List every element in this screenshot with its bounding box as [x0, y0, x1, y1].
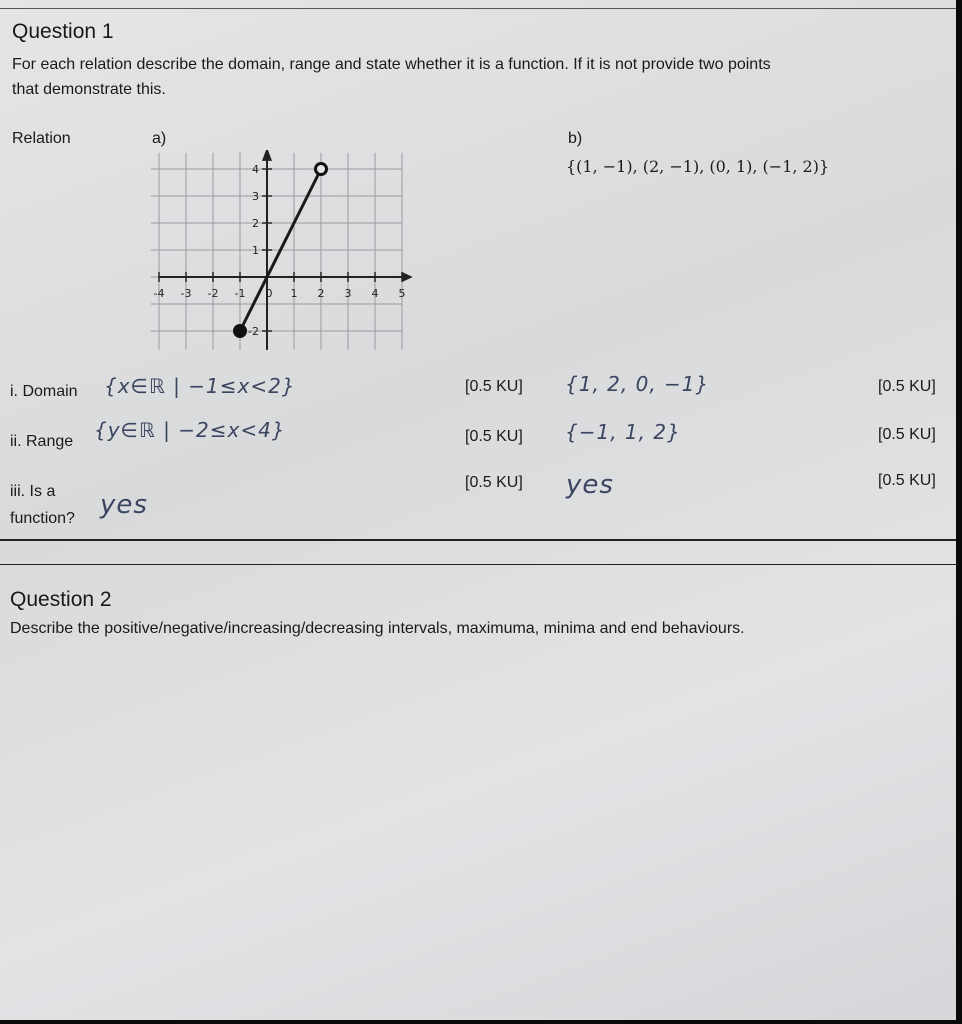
y-tick-label: 1 — [252, 244, 259, 257]
range-label: ii. Range — [10, 433, 74, 450]
relation-segment — [238, 168, 323, 332]
range-marks-b: [0.5 KU] — [878, 426, 936, 443]
y-tick-label: 4 — [252, 163, 259, 176]
function-label-line1: iii. Is a — [10, 483, 56, 500]
x-tick-label: 0 — [266, 287, 273, 300]
relation-label: Relation — [12, 130, 71, 147]
domain-marks-a: [0.5 KU] — [465, 378, 523, 395]
range-answer-b: {−1, 1, 2} — [565, 420, 681, 444]
open-endpoint — [314, 162, 328, 176]
function-marks-a: [0.5 KU] — [465, 474, 523, 491]
part-a-label: a) — [152, 130, 167, 147]
y-tick-label: 3 — [252, 190, 259, 203]
relation-b-set: {(1, −1), (2, −1), (0, 1), (−1, 2)} — [566, 157, 830, 176]
x-tick-label: -2 — [208, 287, 219, 300]
x-tick-label: 2 — [318, 287, 325, 300]
function-answer-a: yes — [100, 490, 148, 520]
question-1-instruction: For each relation describe the domain, r… — [12, 56, 771, 73]
x-tick-label: -1 — [235, 287, 246, 300]
domain-answer-b: {1, 2, 0, −1} — [565, 372, 710, 396]
relation-a-graph: -4 -3 -2 -1 0 1 2 3 4 5 4 3 2 1 -2 — [150, 150, 413, 350]
x-tick-label: 1 — [291, 287, 298, 300]
function-label-line2: function? — [10, 510, 75, 527]
function-marks-b: [0.5 KU] — [878, 472, 936, 489]
range-answer-a: {y∈ℝ | −2≤x<4} — [94, 418, 286, 442]
x-axis-arrow-icon — [402, 272, 413, 282]
function-answer-b: yes — [566, 470, 614, 500]
question-2-instruction: Describe the positive/negative/increasin… — [10, 620, 745, 637]
domain-label: i. Domain — [10, 383, 78, 400]
question-1-instruction-cont: that demonstrate this. — [12, 81, 166, 98]
top-border — [0, 8, 956, 9]
closed-endpoint — [233, 324, 247, 338]
x-tick-label: -4 — [154, 287, 165, 300]
x-tick-label: -3 — [181, 287, 192, 300]
x-tick-label: 5 — [399, 287, 406, 300]
range-marks-a: [0.5 KU] — [465, 428, 523, 445]
part-b-label: b) — [568, 130, 583, 147]
y-tick-label: 2 — [252, 217, 259, 230]
y-tick-label: -2 — [248, 325, 259, 338]
domain-marks-b: [0.5 KU] — [878, 378, 936, 395]
section-divider-2 — [0, 564, 956, 565]
x-tick-label: 4 — [372, 287, 379, 300]
y-axis-arrow-icon — [262, 150, 272, 161]
domain-answer-a: {x∈ℝ | −1≤x<2} — [104, 374, 296, 398]
section-divider — [0, 539, 956, 541]
x-tick-label: 3 — [345, 287, 352, 300]
question-2-title: Question 2 — [10, 588, 112, 611]
question-1-title: Question 1 — [12, 20, 114, 43]
